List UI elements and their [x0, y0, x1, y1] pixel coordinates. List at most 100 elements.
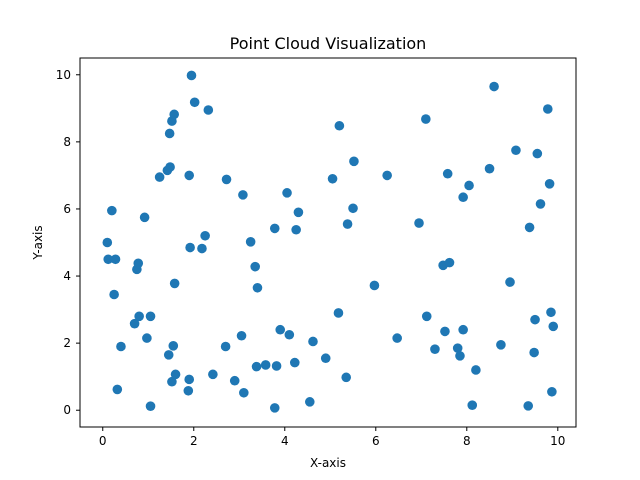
- scatter-point: [452, 343, 463, 353]
- scatter-point: [421, 114, 431, 124]
- scatter-point: [546, 307, 556, 318]
- scatter-point: [107, 205, 117, 216]
- scatter-point: [414, 218, 424, 228]
- scatter-point: [464, 180, 474, 191]
- scatter-point: [269, 403, 280, 413]
- scatter-point: [421, 311, 432, 322]
- y-tick-label: 4: [63, 269, 71, 283]
- scatter-point: [349, 156, 359, 167]
- scatter-point: [142, 333, 152, 343]
- scatter-point: [169, 278, 180, 289]
- scatter-point: [203, 105, 214, 115]
- scatter-point: [542, 104, 553, 114]
- scatter-point: [327, 173, 338, 184]
- scatter-point: [236, 330, 247, 341]
- scatter-point: [154, 172, 165, 182]
- scatter-point: [186, 70, 197, 81]
- scatter-point: [103, 254, 114, 265]
- scatter-point: [139, 212, 150, 223]
- x-axis-ticks: 0 2 4 6 8 10: [99, 427, 565, 448]
- scatter-point: [184, 170, 195, 181]
- scatter-point: [200, 230, 210, 241]
- scatter-point: [511, 145, 521, 156]
- scatter-point: [284, 329, 295, 340]
- scatter-point: [133, 258, 144, 269]
- scatter-point: [197, 243, 207, 254]
- y-tick-label: 8: [63, 135, 71, 149]
- scatter-point: [341, 372, 352, 383]
- scatter-point: [184, 374, 195, 385]
- scatter-point: [221, 174, 232, 185]
- scatter-point: [239, 387, 249, 398]
- scatter-point: [110, 254, 121, 265]
- scatter-point: [523, 401, 534, 411]
- scatter-point: [467, 400, 478, 410]
- scatter-point: [547, 386, 557, 397]
- scatter-point: [320, 353, 331, 364]
- scatter-point: [208, 369, 218, 380]
- scatter-point: [168, 341, 179, 351]
- scatter-point: [334, 120, 345, 131]
- scatter-point: [116, 341, 126, 352]
- scatter-point: [544, 178, 555, 189]
- scatter-point: [442, 168, 453, 179]
- scatter-point: [229, 375, 240, 386]
- scatter-point: [271, 361, 282, 371]
- scatter-point: [524, 222, 535, 233]
- scatter-point: [342, 219, 353, 229]
- scatter-point: [183, 385, 194, 396]
- scatter-point: [102, 237, 113, 248]
- scatter-point: [293, 207, 304, 218]
- scatter-point: [269, 223, 280, 234]
- scatter-point: [275, 324, 286, 335]
- scatter-point: [112, 384, 123, 395]
- plot-area: [80, 58, 576, 427]
- scatter-point: [134, 311, 144, 322]
- scatter-point: [532, 148, 543, 159]
- scatter-point: [145, 311, 156, 322]
- chart-title: Point Cloud Visualization: [230, 34, 427, 53]
- y-tick-label: 6: [63, 202, 71, 216]
- scatter-point: [308, 336, 318, 347]
- scatter-points: [102, 70, 559, 413]
- scatter-point: [496, 340, 506, 350]
- scatter-point: [529, 347, 539, 358]
- scatter-point: [535, 199, 546, 209]
- scatter-point: [530, 314, 540, 325]
- scatter-point: [252, 282, 263, 293]
- scatter-point: [145, 401, 156, 412]
- scatter-point: [548, 321, 559, 332]
- scatter-point: [189, 97, 200, 108]
- scatter-point: [505, 277, 515, 287]
- scatter-point: [220, 341, 231, 352]
- scatter-point: [245, 237, 256, 247]
- scatter-point: [348, 203, 358, 214]
- x-tick-label: 10: [550, 434, 565, 448]
- scatter-point: [304, 397, 315, 407]
- x-axis-label: X-axis: [310, 456, 346, 470]
- scatter-point: [164, 128, 175, 139]
- scatter-point: [430, 344, 440, 354]
- y-tick-label: 2: [63, 336, 71, 350]
- scatter-point: [260, 360, 271, 370]
- y-tick-label: 10: [56, 68, 71, 82]
- scatter-point: [167, 376, 177, 387]
- scatter-point: [163, 350, 174, 360]
- scatter-point: [291, 224, 301, 235]
- x-tick-label: 2: [190, 434, 198, 448]
- y-tick-label: 0: [63, 403, 71, 417]
- scatter-point: [458, 192, 468, 203]
- scatter-point: [444, 257, 455, 268]
- scatter-point: [471, 365, 481, 375]
- y-axis-ticks: 0 2 4 6 8 10: [56, 68, 80, 417]
- scatter-point: [250, 261, 260, 272]
- scatter-point: [129, 318, 140, 329]
- scatter-point: [289, 357, 300, 368]
- x-tick-label: 0: [99, 434, 107, 448]
- scatter-point: [382, 170, 392, 181]
- scatter-point: [455, 351, 465, 361]
- scatter-point: [392, 333, 402, 343]
- scatter-point: [489, 81, 499, 92]
- y-axis-label: Y-axis: [31, 225, 45, 260]
